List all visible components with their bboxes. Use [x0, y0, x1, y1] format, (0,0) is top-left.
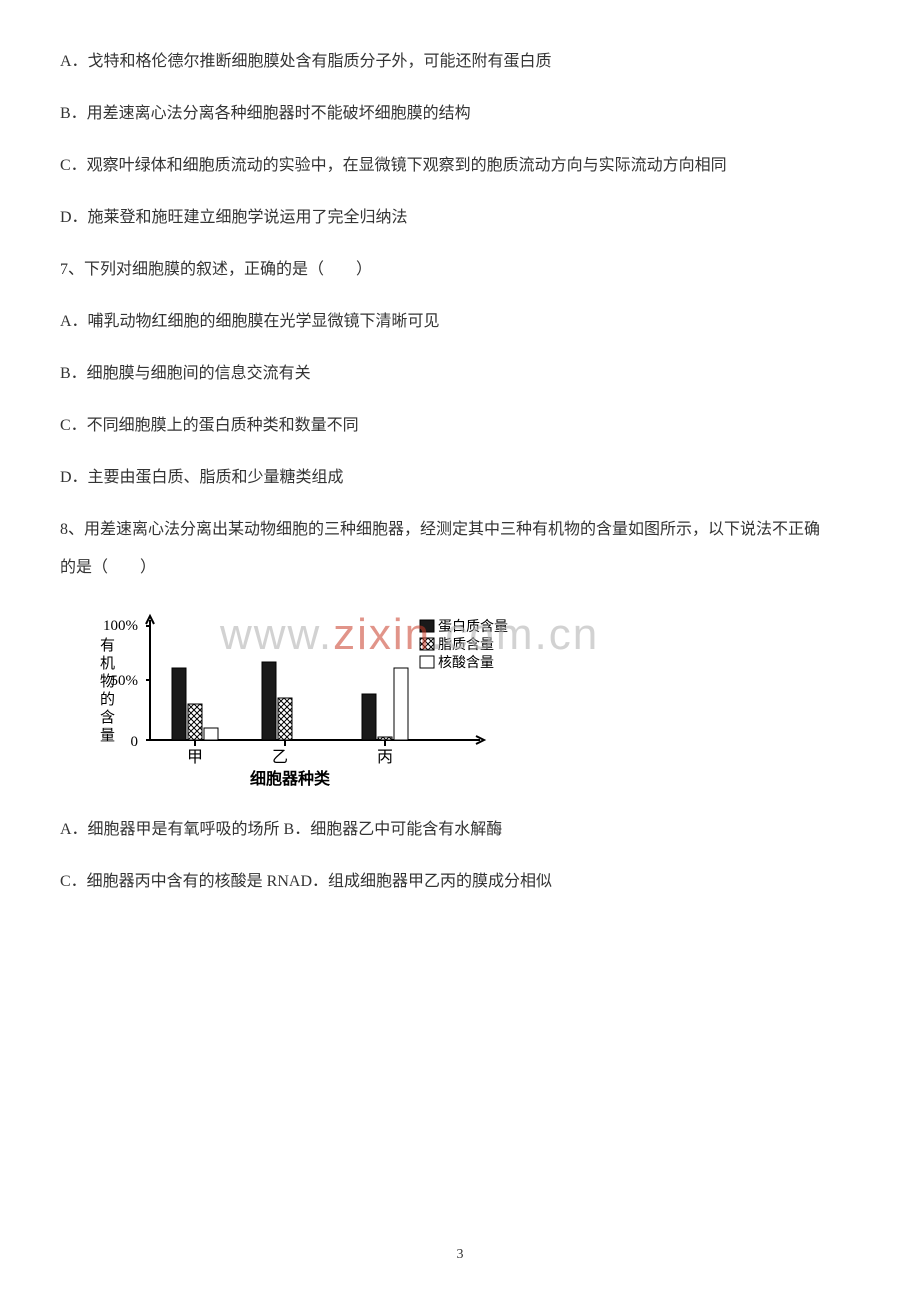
- document-content: A．戈特和格伦德尔推断细胞膜处含有脂质分子外，可能还附有蛋白质 B．用差速离心法…: [0, 0, 920, 894]
- q6-option-d: D．施莱登和施旺建立细胞学说运用了完全归纳法: [60, 206, 860, 230]
- ytick-100: 100%: [103, 618, 138, 634]
- y-axis-char1: 有: [100, 637, 115, 654]
- y-axis-char5: 含: [100, 709, 115, 726]
- cat-jia: 甲: [187, 749, 203, 766]
- page-number: 3: [0, 1247, 920, 1263]
- legend-nucleic: 核酸含量: [438, 655, 494, 671]
- q7-stem: 7、下列对细胞膜的叙述，正确的是（ ）: [60, 258, 860, 282]
- cat-yi: 乙: [272, 749, 288, 766]
- q8-option-cd: C．细胞器丙中含有的核酸是 RNAD．组成细胞器甲乙丙的膜成分相似: [60, 870, 860, 894]
- x-axis-label: 细胞器种类: [250, 769, 331, 788]
- q6-option-a: A．戈特和格伦德尔推断细胞膜处含有脂质分子外，可能还附有蛋白质: [60, 50, 860, 74]
- bar-chart: 0 50% 100% 甲 乙 丙 有 机 物 的 含: [80, 590, 860, 798]
- q6-option-c: C．观察叶绿体和细胞质流动的实验中，在显微镜下观察到的胞质流动方向与实际流动方向…: [60, 154, 860, 178]
- legend-lipid: 脂质含量: [438, 637, 494, 653]
- y-axis-char2: 机: [100, 655, 115, 672]
- q8-stem-line1: 8、用差速离心法分离出某动物细胞的三种细胞器，经测定其中三种有机物的含量如图所示…: [60, 518, 860, 542]
- cat-bing: 丙: [377, 749, 393, 766]
- q8-stem-line2: 的是（ ）: [60, 556, 860, 580]
- ytick-0: 0: [131, 734, 139, 750]
- q6-option-b: B．用差速离心法分离各种细胞器时不能破坏细胞膜的结构: [60, 102, 860, 126]
- q7-option-a: A．哺乳动物红细胞的细胞膜在光学显微镜下清晰可见: [60, 310, 860, 334]
- q7-option-d: D．主要由蛋白质、脂质和少量糖类组成: [60, 466, 860, 490]
- q7-option-b: B．细胞膜与细胞间的信息交流有关: [60, 362, 860, 386]
- legend-protein: 蛋白质含量: [438, 619, 508, 635]
- y-axis-char6: 量: [100, 728, 115, 744]
- q8-option-ab: A．细胞器甲是有氧呼吸的场所 B．细胞器乙中可能含有水解酶: [60, 818, 860, 842]
- q7-option-c: C．不同细胞膜上的蛋白质种类和数量不同: [60, 414, 860, 438]
- y-axis-char4: 的: [100, 691, 115, 708]
- y-axis-char3: 物: [100, 673, 115, 690]
